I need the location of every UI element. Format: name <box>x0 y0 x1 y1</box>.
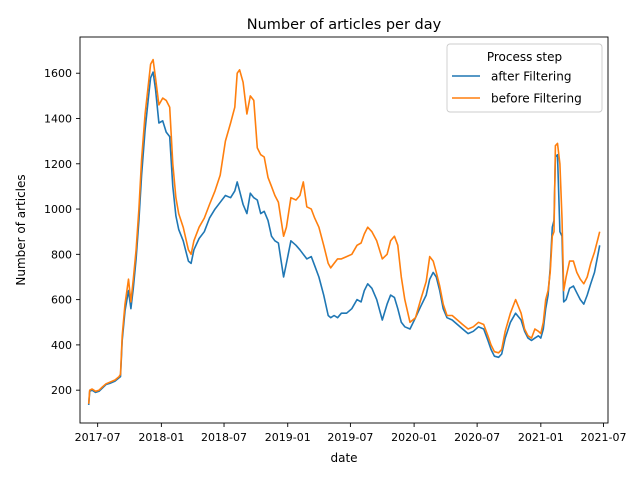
series-line-after-filtering <box>87 71 601 405</box>
x-tick-label: 2018-07 <box>201 431 247 444</box>
x-tick-label: 2020-01 <box>391 431 437 444</box>
legend: Process step after Filtering before Filt… <box>446 43 603 113</box>
x-tick-label: 2017-07 <box>75 431 121 444</box>
y-tick-label: 1600 <box>44 67 72 80</box>
y-tick-label: 1200 <box>44 158 72 171</box>
plot-area <box>79 36 609 424</box>
x-tick-label: 2019-07 <box>327 431 373 444</box>
series-line-before-filtering <box>87 58 601 404</box>
x-tick-label: 2021-07 <box>581 431 627 444</box>
legend-label-before-filtering: before Filtering <box>491 92 582 106</box>
x-tick-label: 2019-01 <box>265 431 311 444</box>
y-tick-label: 600 <box>51 294 72 307</box>
x-tick-label: 2021-01 <box>518 431 564 444</box>
legend-title: Process step <box>487 50 562 64</box>
y-tick-label: 800 <box>51 248 72 261</box>
x-axis-label: date <box>330 451 357 465</box>
y-tick-label: 1400 <box>44 113 72 126</box>
legend-label-after-filtering: after Filtering <box>491 70 571 84</box>
y-axis: 200 400 600 800 1000 1200 1400 1600 <box>44 67 80 397</box>
chart-title: Number of articles per day <box>247 17 442 33</box>
x-tick-label: 2020-07 <box>454 431 500 444</box>
plot-frame <box>79 36 609 424</box>
y-tick-label: 200 <box>51 384 72 397</box>
y-axis-label: Number of articles <box>14 174 28 285</box>
legend-box <box>446 43 603 113</box>
x-tick-label: 2018-01 <box>138 431 184 444</box>
series-layer <box>87 58 601 405</box>
x-axis: 2017-07 2018-01 2018-07 2019-01 2019-07 2020-… <box>75 423 627 444</box>
y-tick-label: 400 <box>51 339 72 352</box>
y-tick-label: 1000 <box>44 203 72 216</box>
